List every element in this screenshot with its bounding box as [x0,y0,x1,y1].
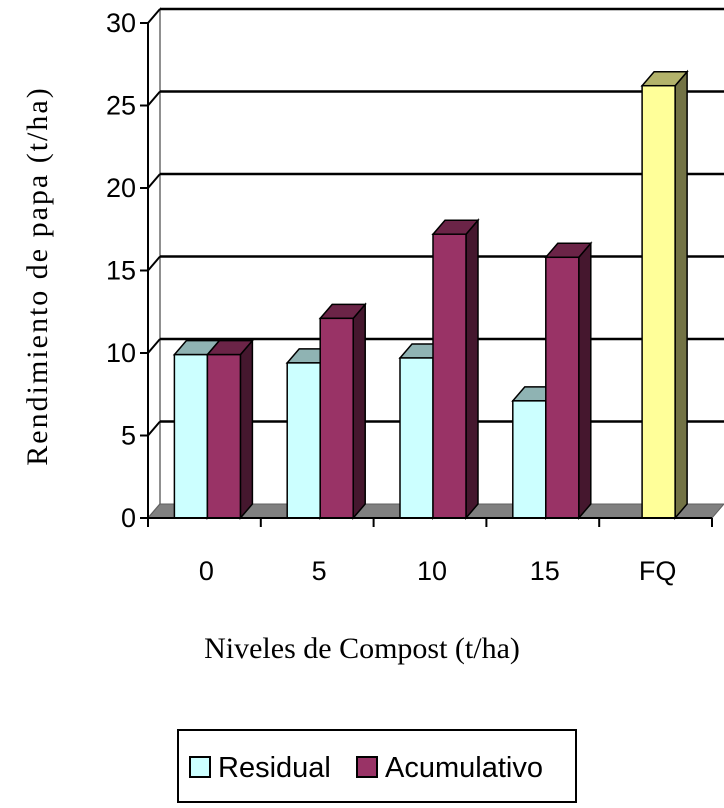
bar-residual-0-front [173,353,209,519]
bar-acumulativo-5-side [352,302,366,521]
bar-acumulativo-5-front [319,317,354,519]
bar-fq [640,69,689,521]
bar-acumulativo-10-side [465,218,479,521]
bar-acumulativo-15-front [545,256,580,519]
gridline-side [147,173,161,189]
bar-acumulativo-0 [205,338,255,521]
bar-fq-front [641,84,676,519]
x-tick-label: FQ [639,556,677,586]
gridline-side [147,338,161,354]
gridline-side [147,8,161,24]
bars [172,69,689,521]
y-tick-label: 10 [106,338,136,368]
legend-label-acumulativo: Acumulativo [385,752,543,784]
legend-label-residual: Residual [218,752,331,784]
bar-residual-5-front [286,362,321,519]
gridline-side [147,420,161,437]
y-axis-title: Rendimiento de papa (t/ha) [21,86,54,465]
bar-residual-10-front [399,357,434,519]
bar-acumulativo-10-front [432,233,467,519]
y-tick-label: 30 [106,8,136,38]
x-tick-label: 5 [312,556,327,586]
gridline-side [147,255,161,272]
legend: Residual Acumulativo [177,729,577,803]
bar-acumulativo-0-front [206,353,242,519]
bar-fq-side [674,69,688,521]
axes [140,22,713,527]
bar-residual-15-front [512,400,547,519]
y-tick-label: 0 [121,503,136,533]
legend-swatch-residual [189,756,211,778]
x-axis-title: Niveles de Compost (t/ha) [204,632,520,665]
gridline-side [147,90,161,107]
bar-acumulativo-0-side [239,338,254,521]
bar-acumulativo-10 [431,218,480,521]
legend-swatch-acumulativo [356,756,378,778]
gridlines [147,7,724,437]
y-tick-label: 25 [106,91,136,121]
x-tick-label: 15 [530,556,560,586]
y-tick-label: 5 [121,421,136,451]
y-tick-label: 15 [106,256,136,286]
bar-acumulativo-15-side [578,241,592,521]
x-tick-label: 10 [417,556,447,586]
tick-labels: 0 5 10 15 20 25 30 0 5 10 15 FQ [106,8,676,586]
bar-acumulativo-5 [318,302,367,521]
y-tick-label: 20 [106,173,136,203]
bar-acumulativo-15 [544,241,593,521]
x-tick-label: 0 [199,556,214,586]
